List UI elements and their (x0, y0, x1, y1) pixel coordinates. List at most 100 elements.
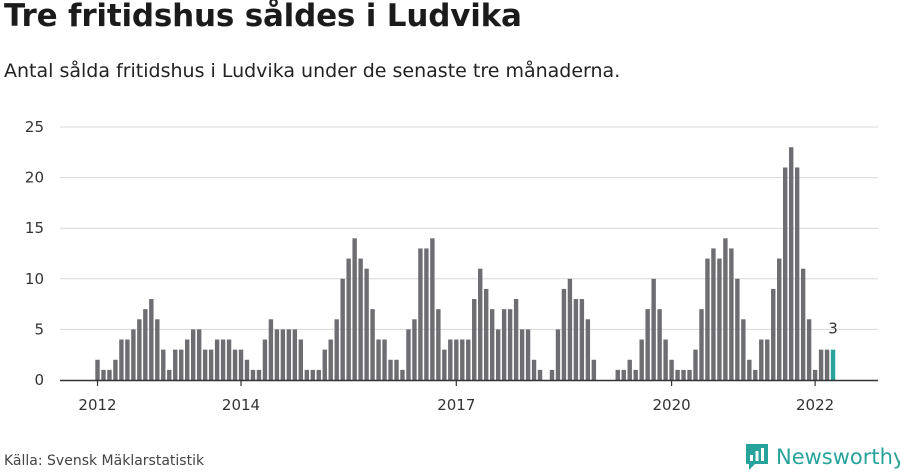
bar (639, 339, 644, 380)
bar (489, 309, 495, 380)
bar (651, 278, 656, 380)
bar (173, 349, 178, 380)
bar (513, 299, 519, 380)
bar (579, 299, 585, 380)
bar (818, 349, 824, 380)
bar (567, 278, 573, 380)
bar (190, 329, 196, 380)
bar (783, 167, 788, 380)
bar (633, 369, 638, 380)
bar (280, 329, 286, 380)
y-tick-label: 0 (34, 371, 44, 389)
bar (149, 299, 154, 380)
bar (292, 329, 298, 380)
bar (735, 278, 740, 380)
bar (824, 349, 830, 380)
bar (388, 359, 393, 380)
bar (675, 369, 680, 380)
bar (812, 369, 818, 380)
bar (669, 359, 674, 380)
bar (771, 288, 776, 380)
bar (418, 248, 423, 380)
bar (113, 359, 118, 380)
bar (143, 309, 148, 380)
bar (382, 339, 387, 380)
bar (663, 339, 668, 380)
bar (214, 339, 220, 380)
bar (478, 268, 483, 380)
annotations: 3 (828, 320, 838, 338)
x-axis: 2012 2014 2017 2020 2022 (60, 379, 878, 414)
x-tick-label: 2014 (222, 396, 260, 414)
bar (358, 258, 363, 380)
y-tick-label: 5 (34, 320, 44, 338)
bar (430, 238, 435, 380)
brand-logo: Newsworthy (744, 442, 900, 472)
bar (699, 309, 704, 380)
bar (723, 238, 728, 380)
y-tick-label: 10 (25, 270, 44, 288)
bar (436, 309, 441, 380)
x-tick-label: 2022 (796, 396, 834, 414)
bar (537, 369, 543, 380)
bar (484, 288, 489, 380)
y-tick-label: 15 (25, 219, 44, 237)
bar (466, 339, 471, 380)
bar (460, 339, 465, 380)
bar (376, 339, 381, 380)
bar (717, 258, 722, 380)
bar (657, 309, 662, 380)
bar (525, 329, 531, 380)
chart-title: Tre fritidshus såldes i Ludvika (4, 0, 522, 34)
bar (621, 369, 626, 380)
bar (179, 349, 184, 380)
bar (226, 339, 232, 380)
bar (286, 329, 292, 380)
bar (400, 369, 405, 380)
bar (794, 167, 800, 380)
bar (753, 369, 758, 380)
bar (167, 369, 172, 380)
bar (340, 278, 345, 380)
bar (137, 319, 142, 380)
bar (131, 329, 136, 380)
bar (202, 349, 208, 380)
bar (328, 339, 333, 380)
bar (370, 309, 375, 380)
bar (573, 299, 579, 380)
bar-latest (830, 349, 836, 380)
bar (591, 359, 597, 380)
y-tick-label: 25 (25, 118, 44, 136)
bar (555, 329, 561, 380)
x-tick-label: 2012 (78, 396, 116, 414)
bar (681, 369, 686, 380)
bar (232, 349, 238, 380)
newsworthy-logo-icon (746, 444, 768, 470)
y-axis-ticks: 0 5 10 15 20 25 (25, 118, 44, 389)
bar (95, 359, 100, 380)
bar (394, 359, 399, 380)
bar (448, 339, 453, 380)
gridlines (60, 126, 878, 330)
bar (208, 349, 214, 380)
bar (406, 329, 411, 380)
bar (322, 349, 327, 380)
bar (729, 248, 734, 380)
y-tick-label: 20 (25, 169, 44, 187)
bar (119, 339, 124, 380)
bar (250, 369, 256, 380)
bar (107, 369, 112, 380)
bar (262, 339, 268, 380)
bar (442, 349, 447, 380)
bar (125, 339, 130, 380)
chart-subtitle: Antal sålda fritidshus i Ludvika under d… (4, 60, 621, 82)
bar (196, 329, 202, 380)
x-tick-label: 2017 (437, 396, 475, 414)
bar (806, 319, 812, 380)
bar (472, 299, 477, 380)
bars (95, 147, 836, 380)
bar (687, 369, 692, 380)
bar (645, 309, 650, 380)
bar (585, 319, 591, 380)
